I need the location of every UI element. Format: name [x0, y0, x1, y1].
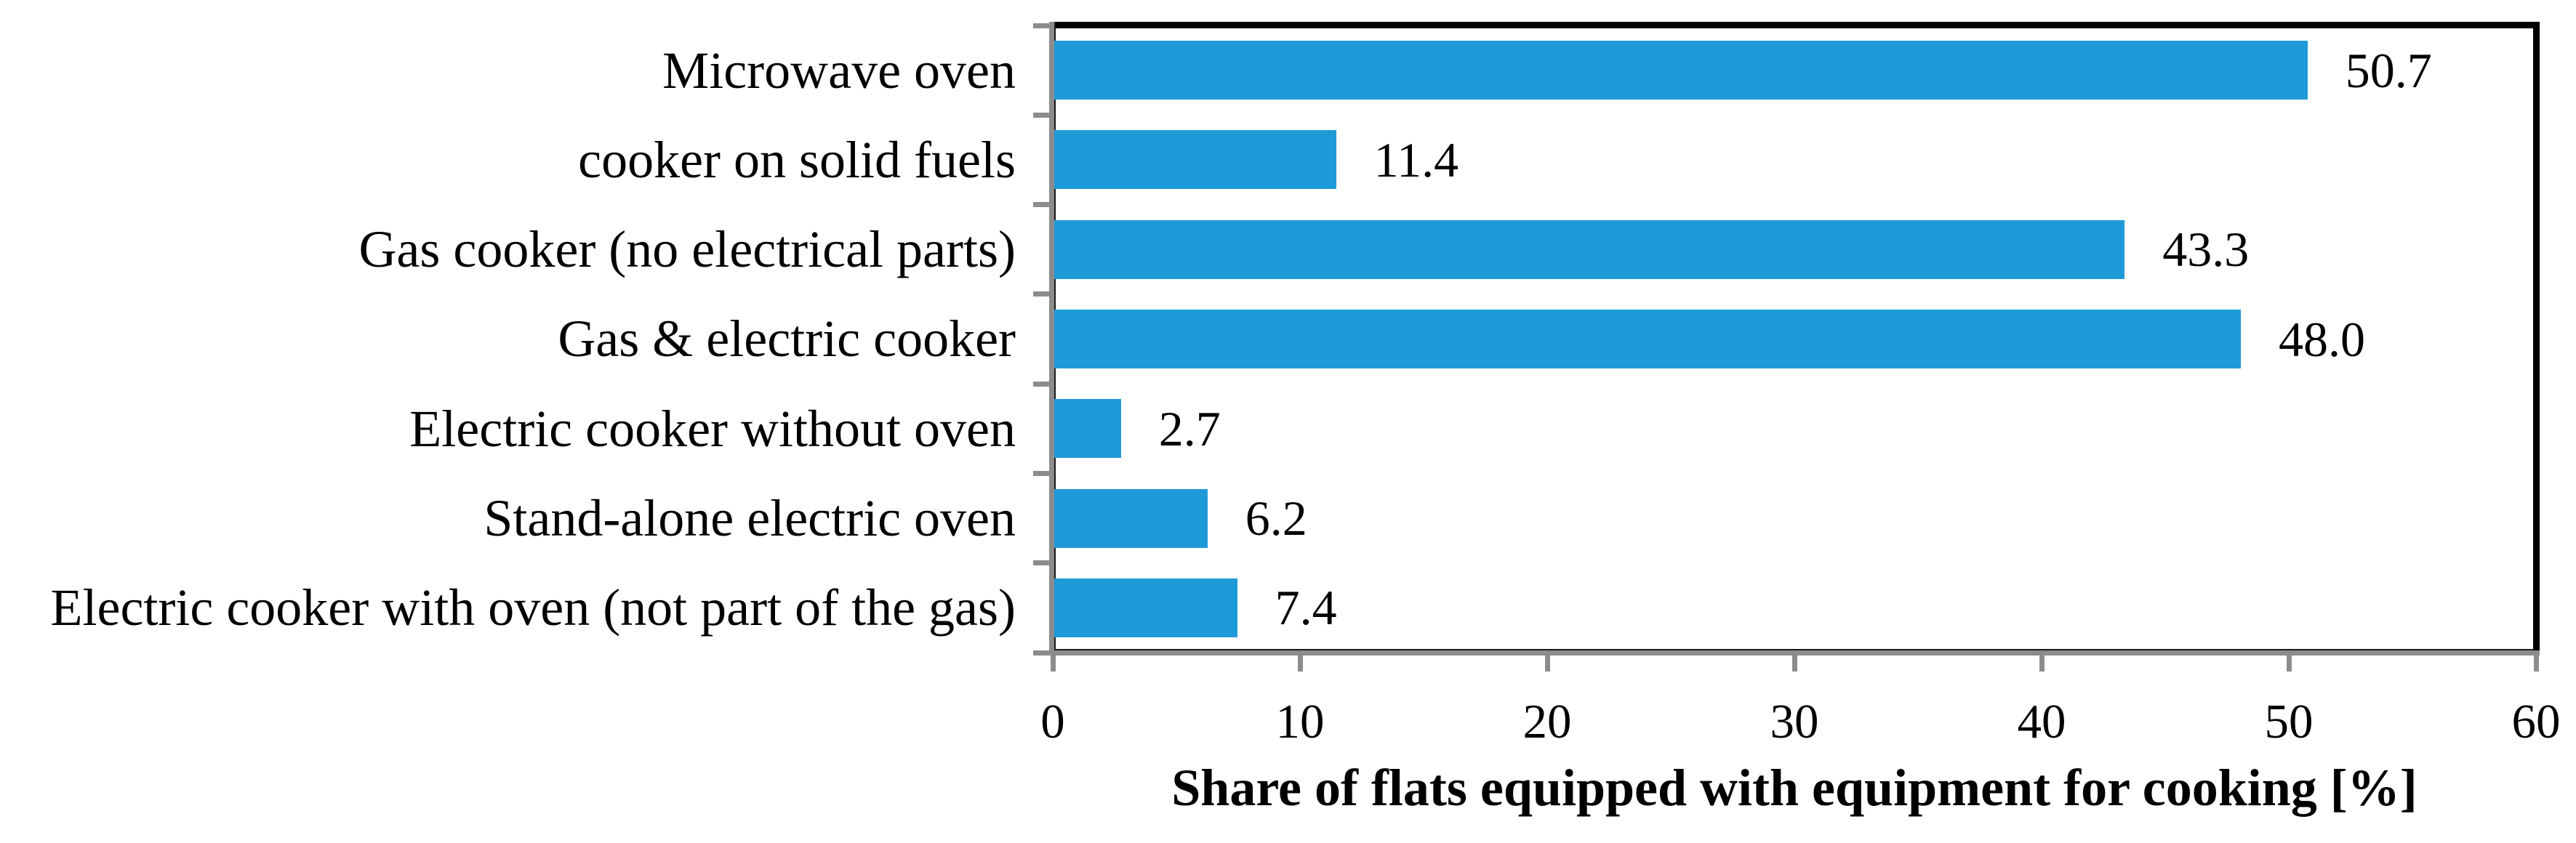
x-tick-mark: [2533, 656, 2539, 671]
x-tick-mark: [2286, 656, 2292, 671]
bar: [1054, 310, 2241, 368]
plot-border-bottom: [1054, 649, 2533, 650]
x-tick-mark: [1050, 656, 1056, 671]
category-label: Electric cooker without oven: [409, 399, 1016, 458]
y-tick-mark: [1033, 112, 1049, 118]
category-label: Stand-alone electric oven: [483, 489, 1016, 548]
x-tick-label: 60: [2511, 695, 2561, 749]
x-tick-label: 10: [1275, 695, 1325, 749]
y-tick-mark: [1033, 650, 1049, 656]
category-label: Electric cooker with oven (not part of t…: [50, 578, 1016, 637]
plot-border-right: [2533, 22, 2540, 656]
y-axis-line: [1049, 22, 1054, 656]
value-label: 50.7: [2345, 42, 2432, 98]
x-axis-line: [1049, 650, 2540, 656]
bar: [1054, 488, 1208, 548]
bar: [1054, 399, 1121, 459]
category-label: Microwave oven: [662, 41, 1016, 100]
value-label: 11.4: [1373, 132, 1459, 187]
value-label: 6.2: [1245, 491, 1307, 546]
category-label: Gas cooker (no electrical parts): [358, 220, 1016, 279]
x-axis-title: Share of flats equipped with equipment f…: [1171, 759, 2417, 817]
bar: [1054, 130, 1336, 190]
x-tick-mark: [1544, 656, 1550, 671]
bar: [1054, 578, 1237, 637]
y-tick-mark: [1033, 291, 1049, 297]
category-label: Gas & electric cooker: [558, 310, 1016, 368]
value-label: 2.7: [1158, 400, 1221, 456]
bar: [1054, 41, 2308, 100]
value-label: 48.0: [2279, 311, 2365, 367]
category-axis-labels: Microwave oven cooker on solid fuels Gas c…: [0, 0, 1016, 843]
y-tick-mark: [1033, 381, 1049, 387]
x-tick-label: 0: [1040, 695, 1065, 749]
y-tick-mark: [1033, 23, 1049, 28]
x-tick-mark: [1791, 656, 1797, 671]
x-tick-label: 50: [2264, 695, 2314, 749]
y-tick-mark: [1033, 202, 1049, 208]
value-label: 7.4: [1275, 580, 1337, 636]
x-tick-mark: [2039, 656, 2045, 671]
bar: [1054, 219, 2125, 279]
plot-border-top: [1053, 22, 2540, 28]
x-tick-label: 20: [1522, 695, 1572, 749]
x-tick-label: 30: [1770, 695, 1819, 749]
y-tick-mark: [1033, 560, 1049, 566]
value-label: 43.3: [2162, 222, 2250, 278]
category-label: cooker on solid fuels: [578, 130, 1016, 189]
x-tick-mark: [1297, 656, 1303, 671]
x-tick-label: 40: [2017, 695, 2066, 749]
y-tick-mark: [1033, 470, 1049, 476]
